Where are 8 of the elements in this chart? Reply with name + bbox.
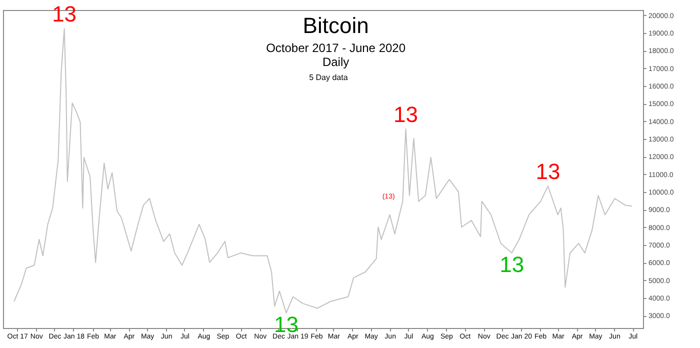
annotation: 13 [394, 102, 418, 127]
chart-title: Bitcoin [302, 13, 369, 38]
annotation: 13 [500, 252, 524, 277]
annotation: 13 [536, 159, 560, 184]
text: October 2017 - June 2020 [266, 41, 406, 55]
annotation: 5 Day data [309, 73, 348, 82]
annotation: 13 [52, 2, 77, 27]
text: Daily [322, 55, 350, 69]
